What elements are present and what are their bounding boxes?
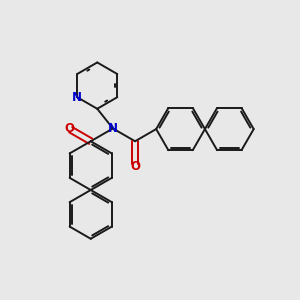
Text: O: O [130,160,140,173]
Text: N: N [108,122,118,135]
Text: N: N [72,91,82,104]
Text: O: O [64,122,74,135]
